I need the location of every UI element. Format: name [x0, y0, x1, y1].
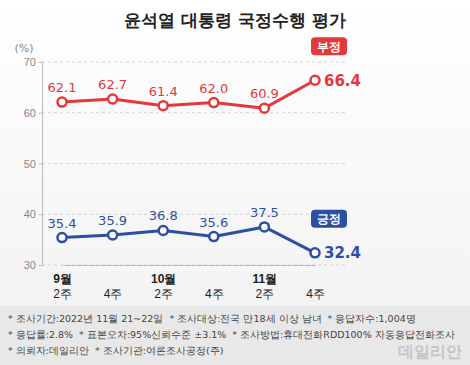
grid — [42, 62, 348, 265]
y-tick-mark — [39, 113, 42, 114]
x-tick-label: 4주 — [205, 287, 224, 301]
note-line: * 응답률:2.8% * 표본오차:95%신뢰수준 ±3.1% * 조사방법:휴대전… — [8, 329, 455, 340]
note-line: * 의뢰자:데일리안 * 조사기관:여론조사공정(주) — [8, 345, 223, 356]
x-tick-label: 4주 — [104, 287, 123, 301]
y-axis-label: (%) — [14, 42, 33, 55]
y-axis-line — [42, 63, 43, 266]
data-label: 32.4 — [324, 244, 361, 262]
data-label: 61.4 — [149, 84, 178, 99]
data-point — [58, 233, 67, 242]
note: * 의뢰자:데일리안 — [8, 345, 89, 356]
x-tick: 4주 — [205, 265, 224, 301]
data-point — [58, 98, 67, 107]
legend-label: 긍정 — [317, 212, 341, 226]
y-tick-label: 60 — [24, 107, 36, 119]
y-tick-mark — [39, 214, 42, 215]
x-axis: 9월2주 4주 10월2주 4주 11월2주 4주 — [53, 265, 325, 301]
y-tick-mark — [39, 164, 42, 165]
x-tick: 10월2주 — [151, 265, 176, 301]
data-point — [260, 222, 269, 231]
chart-root: 윤석열 대통령 국정수행 평가 30 40 50 60 70(%) 9월2주 4주 10월2주 4… — [0, 0, 470, 365]
y-tick: 50 — [24, 158, 42, 170]
data-point — [209, 232, 218, 241]
y-tick: 40 — [24, 208, 42, 220]
x-tick-label: 10월2주 — [151, 272, 176, 301]
data-label: 37.5 — [250, 205, 279, 220]
watermark: 데일리안 — [398, 342, 462, 361]
note-line: * 조사기간:2022년 11월 21~22일 * 조사대상:전국 만18세 이상… — [8, 313, 416, 324]
data-label: 35.9 — [98, 213, 127, 228]
data-point — [209, 98, 218, 107]
series-line — [62, 227, 315, 253]
y-tick: 30 — [24, 259, 42, 271]
y-tick-label: 40 — [24, 208, 36, 220]
grid-line — [42, 62, 348, 63]
y-tick: 70 — [24, 56, 42, 68]
note: * 조사기관:여론조사공정(주) — [95, 345, 223, 356]
data-label: 62.0 — [199, 81, 228, 96]
marks — [58, 76, 320, 258]
background — [0, 0, 470, 365]
x-axis-line — [63, 265, 316, 266]
data-point — [108, 231, 117, 240]
y-tick-label: 30 — [24, 259, 36, 271]
y-tick-label: 70 — [24, 56, 36, 68]
y-axis: 30 40 50 60 70 — [24, 56, 43, 271]
note: * 조사대상:전국 만18세 이상 남녀 — [169, 313, 321, 324]
x-tick-label: 4주 — [306, 287, 325, 301]
notes: * 조사기간:2022년 11월 21~22일 * 조사대상:전국 만18세 이상… — [8, 313, 455, 356]
title: 윤석열 대통령 국정수행 평가 — [124, 10, 346, 30]
note: * 응답자수:1,004명 — [328, 313, 416, 324]
data-point — [108, 95, 117, 104]
data-label: 36.8 — [149, 208, 178, 223]
y-tick-mark — [39, 265, 42, 266]
data-point — [159, 101, 168, 110]
grid-line — [42, 214, 348, 215]
data-label: 60.9 — [250, 86, 279, 101]
data-label: 62.7 — [98, 77, 127, 92]
data-label: 62.1 — [48, 80, 77, 95]
x-tick: 9월2주 — [53, 265, 72, 301]
note: * 조사기간:2022년 11월 21~22일 — [8, 313, 163, 324]
x-tick-label: 9월2주 — [53, 272, 72, 301]
data-point — [311, 76, 320, 85]
grid-line — [42, 163, 348, 164]
footer-background — [0, 306, 470, 365]
data-labels: 62.1 62.7 61.4 62.0 60.9 66.4 35.4 35.9 36.8 35.6… — [48, 72, 361, 263]
x-tick: 4주 — [306, 265, 325, 301]
x-tick: 11월2주 — [253, 265, 278, 301]
data-label: 66.4 — [324, 72, 361, 90]
note: * 표본오차:95%신뢰수준 ±3.1% — [79, 329, 226, 340]
legend: 부정긍정 — [311, 37, 347, 228]
grid-line — [42, 112, 348, 113]
data-point — [159, 226, 168, 235]
x-tick-label: 11월2주 — [253, 272, 278, 301]
legend-swatch — [311, 37, 347, 55]
data-point — [260, 104, 269, 113]
y-tick: 60 — [24, 107, 42, 119]
grid-line — [42, 265, 348, 266]
x-tick: 4주 — [104, 265, 123, 301]
note: * 응답률:2.8% — [8, 329, 73, 340]
legend-swatch — [311, 210, 347, 228]
data-point — [311, 248, 320, 257]
data-label: 35.4 — [48, 216, 77, 231]
y-tick-label: 50 — [24, 158, 36, 170]
note: * 조사방법:휴대전화RDD100% 자동응답전화조사 — [232, 329, 454, 340]
data-label: 35.6 — [199, 215, 228, 230]
legend-label: 부정 — [317, 40, 341, 54]
y-tick-mark — [39, 62, 42, 63]
